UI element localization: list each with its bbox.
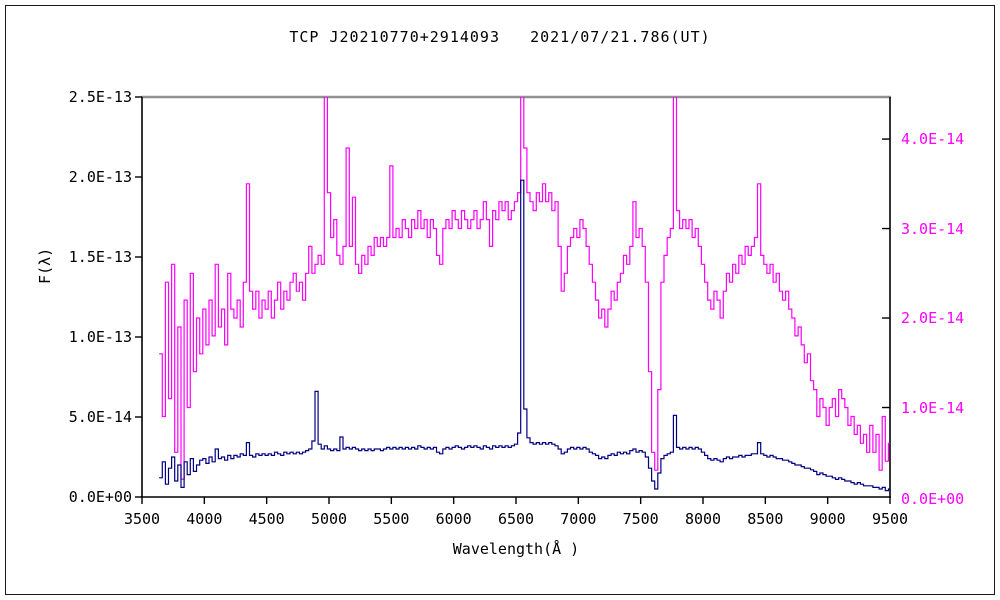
x-tick-label: 4500 [248,510,285,528]
spectra-lines [159,97,890,492]
x-tick-label: 9500 [871,510,909,528]
plot-axes [135,95,891,504]
x-tick-label: 9000 [809,510,846,528]
x-tick-label: 5000 [310,510,348,528]
chart-title: TCP J20210770+2914093 2021/07/21.786(UT) [289,28,711,46]
y-right-tick-label: 3.0E-14 [901,219,965,238]
spectrum-magenta-right-scale [159,97,890,480]
x-tick-label: 4000 [186,510,223,528]
figure-border [5,5,995,595]
x-tick-label: 8000 [684,510,722,528]
y-right-tick-label: 0.0E+00 [901,490,965,508]
y-left-tick-label: 1.5E-13 [68,248,132,266]
y-left-tick-label: 5.0E-14 [68,408,132,426]
x-tick-label: 3500 [123,510,161,528]
x-tick-label: 7500 [622,510,659,528]
x-tick-label: 6500 [497,510,535,528]
y-left-tick-label: 2.0E-13 [68,168,132,186]
x-axis-label: Wavelength(Å ) [452,540,580,558]
y-right-tick-label: 1.0E-14 [901,398,965,417]
x-tick-label: 5500 [373,510,410,528]
y-left-tick-label: 1.0E-13 [68,328,132,346]
y-left-tick-label: 0.0E+00 [68,488,132,506]
spectrum-navy-left-scale [159,179,890,492]
y-right-tick-label: 2.0E-14 [901,309,965,328]
x-tick-label: 8500 [747,510,784,528]
y-right-tick-label: 4.0E-14 [901,130,965,149]
y-left-tick-label: 2.5E-13 [68,88,132,106]
x-tick-label: 6000 [435,510,472,528]
x-tick-label: 7000 [560,510,597,528]
